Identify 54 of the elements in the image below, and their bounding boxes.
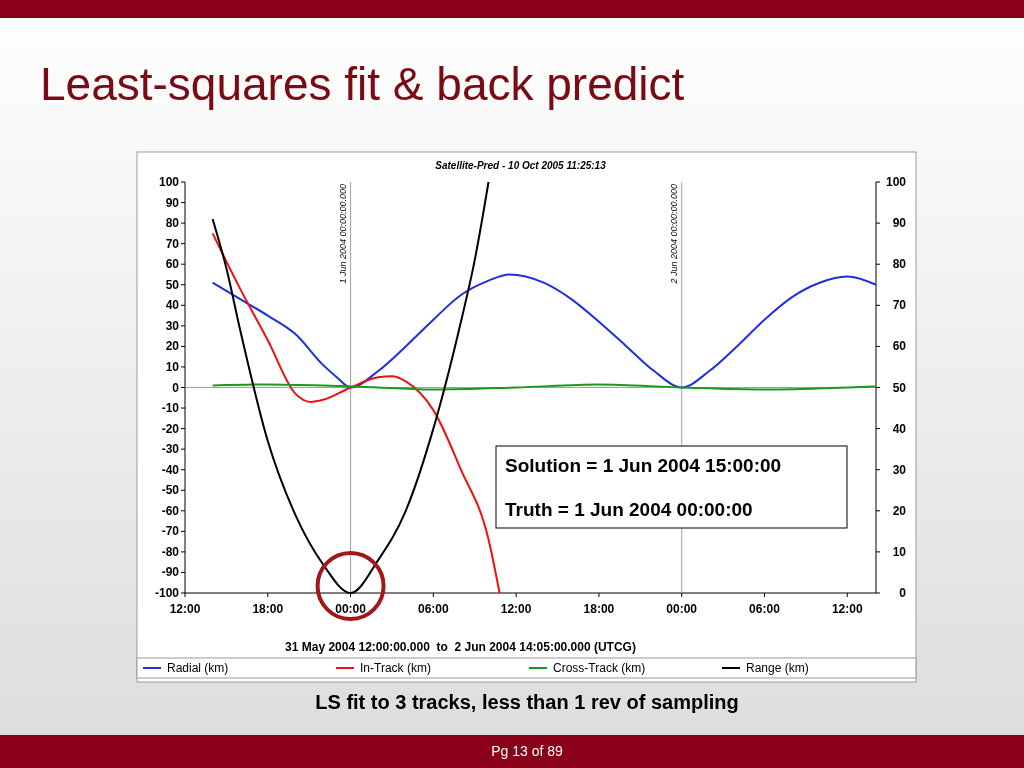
y-tick-label: -70 xyxy=(161,524,180,539)
text: LS fit to 3 tracks, less than 1 rev of sampling xyxy=(315,691,739,713)
legend-label: Radial (km) xyxy=(167,661,229,675)
y2-tick-label: 70 xyxy=(892,298,907,313)
x-tick-label: 06:00 xyxy=(417,602,450,616)
y-tick-label: 70 xyxy=(165,236,180,251)
y-tick-label: 60 xyxy=(165,257,180,272)
y-tick-label: 100 xyxy=(158,175,180,189)
y-tick-label: 30 xyxy=(165,318,180,333)
y-tick-label: -30 xyxy=(161,442,180,457)
y2-tick-label: 40 xyxy=(892,421,907,436)
ref-line-label: 2 Jun 2004 00:00:00.000 xyxy=(669,184,680,285)
x-tick-label: 12:00 xyxy=(831,602,863,616)
y-tick-label: -90 xyxy=(161,565,180,580)
annotation: Solution = 1 Jun 2004 15:00:00 xyxy=(505,455,782,476)
y-tick-label: 90 xyxy=(165,195,180,210)
y-tick-label: -50 xyxy=(161,483,180,498)
ref-line-label: 1 Jun 2004 00:00:00.000 xyxy=(337,184,348,284)
y2-tick-label: 30 xyxy=(892,462,907,477)
chart-title: Least-squares fit & back predict xyxy=(40,58,685,110)
y-tick-label: 50 xyxy=(165,277,180,292)
legend-label: Cross-Track (km) xyxy=(553,661,646,675)
y-tick-label: -80 xyxy=(161,544,180,559)
y2-tick-label: 60 xyxy=(892,339,907,354)
y-tick-label: 40 xyxy=(165,298,180,313)
y2-tick-label: 80 xyxy=(892,257,907,272)
x-tick-label: 06:00 xyxy=(749,602,781,616)
y2-tick-label: 50 xyxy=(892,380,907,395)
y2-tick-label: 20 xyxy=(892,503,907,518)
y2-tick-label: 100 xyxy=(885,175,907,189)
y2-tick-label: 90 xyxy=(892,216,907,231)
legend-label: Range (km) xyxy=(746,661,809,675)
y-tick-label: -60 xyxy=(161,503,180,518)
legend-label: In-Track (km) xyxy=(360,661,431,675)
text: Pg 13 of 89 xyxy=(491,743,564,759)
x-tick-label: 18:00 xyxy=(583,602,615,616)
x-tick-label: 00:00 xyxy=(335,602,367,616)
y2-tick-label: 10 xyxy=(892,544,907,559)
x-tick-label: 18:00 xyxy=(252,602,284,616)
y-tick-label: 20 xyxy=(165,339,180,354)
x-tick-label: 12:00 xyxy=(500,602,532,616)
chart-subtitle: Satellite-Pred - 10 Oct 2005 11:25:13 xyxy=(435,160,607,171)
annotation: Truth = 1 Jun 2004 00:00:00 xyxy=(505,499,753,520)
x-axis-title: 31 May 2004 12:00:00.000 to 2 Jun 2004 14:05:00.000 (UTCG) xyxy=(285,640,636,654)
y-tick-label: -40 xyxy=(161,462,180,477)
x-tick-label: 00:00 xyxy=(666,602,698,616)
y-tick-label: 0 xyxy=(172,380,180,395)
y2-tick-label: 0 xyxy=(899,586,907,600)
y-tick-label: 80 xyxy=(165,216,180,231)
y-tick-label: -100 xyxy=(154,586,180,600)
x-tick-label: 12:00 xyxy=(169,602,201,616)
y-tick-label: -20 xyxy=(161,421,180,436)
y-tick-label: -10 xyxy=(161,401,180,416)
y-tick-label: 10 xyxy=(165,359,180,374)
